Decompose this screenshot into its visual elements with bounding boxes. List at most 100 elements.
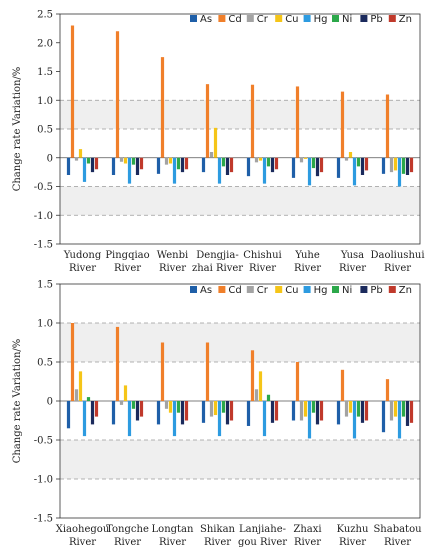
- bar-hg: [217, 401, 222, 437]
- bar-ni: [266, 157, 271, 167]
- y-tick-label: -0.5: [34, 182, 53, 193]
- shaded-band: [60, 186, 420, 216]
- legend-label-pb: Pb: [370, 14, 382, 25]
- bar-cu: [393, 401, 398, 417]
- bar-hg: [172, 157, 177, 184]
- bar-hg: [397, 401, 402, 439]
- bar-cr: [164, 157, 169, 165]
- legend-label-cd: Cd: [228, 14, 241, 25]
- legend-swatch-zn: [388, 286, 396, 293]
- category-label: River: [339, 263, 366, 274]
- y-tick-label: 2.5: [37, 10, 53, 21]
- bar-pb: [90, 157, 95, 173]
- bar-cr: [164, 401, 169, 409]
- bar-ni: [176, 157, 181, 170]
- legend-label-hg: Hg: [314, 14, 328, 25]
- legend: As Cd Cr Cu Hg Ni Pb Zn: [190, 14, 412, 25]
- bar-hg: [217, 157, 222, 184]
- bar-cr: [119, 401, 124, 405]
- bar-cd: [70, 323, 75, 401]
- legend-label-cd: Cd: [228, 285, 241, 296]
- bar-pb: [225, 401, 230, 425]
- bar-pb: [180, 401, 185, 425]
- bar-pb: [270, 401, 275, 423]
- shaded-band: [60, 440, 420, 479]
- bar-ni: [86, 157, 91, 164]
- bar-hg: [127, 401, 132, 437]
- category-label: Yudong: [63, 250, 102, 261]
- y-tick-label: 2.0: [37, 38, 53, 49]
- bar-cr: [299, 157, 304, 163]
- bar-cr: [74, 389, 79, 401]
- bar-cu: [213, 127, 218, 158]
- bar-hg: [262, 157, 267, 184]
- category-label: zhai River: [192, 263, 243, 274]
- bar-zn: [229, 157, 234, 173]
- plot-frame: [59, 13, 421, 245]
- y-tick-label: 0.5: [37, 125, 53, 136]
- category-label: Kuzhu: [337, 524, 369, 535]
- plot-frame: [59, 283, 421, 519]
- category-label: River: [384, 537, 411, 548]
- y-tick-label: 0: [47, 397, 53, 408]
- bar-cr: [74, 157, 79, 161]
- bar-pb: [270, 157, 275, 173]
- category-label: River: [69, 263, 96, 274]
- bar-zn: [274, 401, 279, 421]
- bar-zn: [364, 157, 369, 171]
- bar-pb: [135, 157, 140, 175]
- bar-ni: [131, 401, 136, 409]
- bar-as: [246, 401, 251, 426]
- bar-zn: [274, 157, 279, 170]
- bar-cr: [389, 157, 394, 173]
- category-label: River: [69, 537, 96, 548]
- legend: As Cd Cr Cu Hg Ni Pb Zn: [190, 285, 412, 296]
- category-label: River: [159, 263, 186, 274]
- bar-zn: [139, 157, 144, 170]
- bar-ni: [86, 397, 91, 401]
- bar-cr: [254, 157, 259, 163]
- bar-as: [156, 401, 161, 425]
- bar-pb: [360, 401, 365, 423]
- bar-cu: [123, 157, 128, 164]
- bar-cu: [213, 401, 218, 416]
- bar-ni: [266, 394, 271, 401]
- y-tick-label: 1.5: [37, 67, 53, 78]
- category-label: Daoliushui: [370, 250, 424, 261]
- category-label: Wenbi: [157, 250, 188, 261]
- bar-cr: [209, 152, 214, 158]
- bar-hg: [352, 401, 357, 439]
- bar-cr: [209, 401, 214, 417]
- bar-cu: [258, 157, 263, 161]
- y-axis-label: Change rate Variation/%: [12, 339, 23, 464]
- chart-2: -1.5 -1.0 -0.5 0 0.5 1.0 1.5 Change rate Variat…: [12, 280, 422, 549]
- category-label: Zhaxi: [293, 524, 321, 535]
- legend-swatch-cu: [275, 15, 283, 22]
- legend-swatch-as: [190, 286, 197, 293]
- bar-pb: [135, 401, 140, 421]
- legend-swatch-cd: [218, 286, 226, 293]
- bar-hg: [307, 157, 312, 186]
- bar-as: [381, 157, 386, 174]
- bar-cu: [303, 157, 308, 159]
- bar-cu: [348, 401, 353, 413]
- bar-cd: [205, 84, 210, 158]
- bar-ni: [176, 401, 181, 413]
- bar-cu: [78, 149, 83, 158]
- y-tick-label: -1.0: [34, 475, 53, 486]
- bar-as: [246, 157, 251, 177]
- bar-cd: [385, 379, 390, 401]
- bar-cu: [168, 401, 173, 413]
- bar-zn: [229, 401, 234, 421]
- legend-swatch-hg: [303, 286, 311, 293]
- y-tick-label: 1.0: [37, 96, 53, 107]
- category-label: Shabatou: [373, 524, 422, 535]
- y-axis-label: Change rate Variation/%: [12, 67, 23, 192]
- bar-zn: [319, 157, 324, 173]
- category-label: River: [339, 537, 366, 548]
- bar-pb: [360, 157, 365, 175]
- category-label: gou River: [238, 537, 287, 548]
- category-label: Pingqiao: [105, 250, 149, 261]
- shaded-band: [60, 323, 420, 362]
- bar-cr: [299, 401, 304, 421]
